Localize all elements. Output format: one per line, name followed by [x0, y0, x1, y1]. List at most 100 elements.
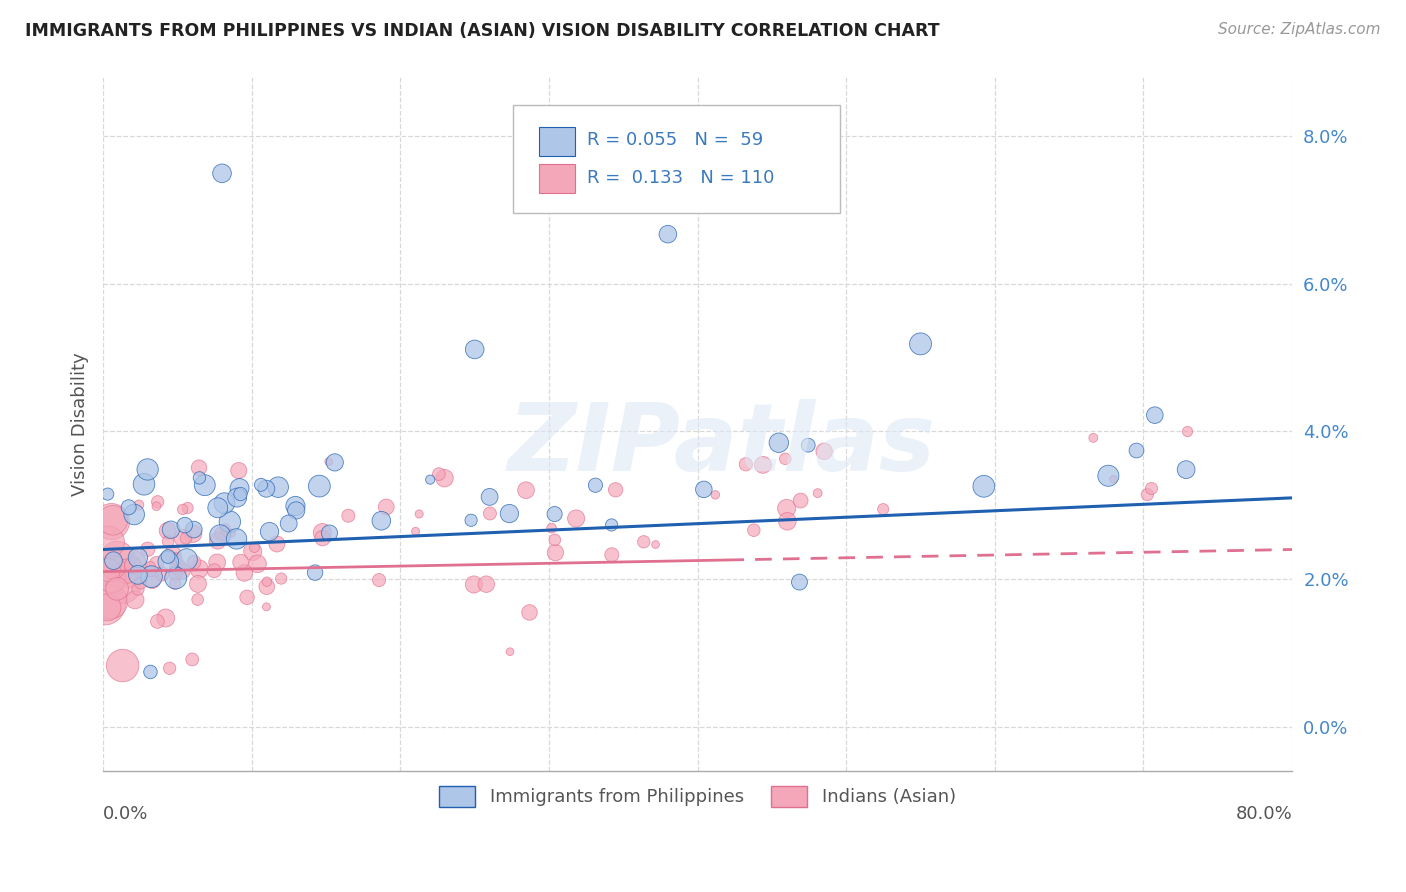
Point — [122, 508, 145, 522]
Point — [209, 528, 232, 542]
Point — [167, 560, 190, 574]
Text: 80.0%: 80.0% — [1236, 805, 1292, 823]
Point — [100, 515, 122, 529]
Point — [544, 533, 567, 547]
Point — [256, 574, 278, 589]
Point — [139, 564, 162, 578]
Point — [188, 562, 211, 576]
Point — [807, 486, 830, 500]
Point — [284, 499, 307, 513]
Point — [183, 523, 205, 537]
Point — [181, 526, 204, 541]
Legend: Immigrants from Philippines, Indians (Asian): Immigrants from Philippines, Indians (As… — [432, 779, 963, 814]
Point — [1125, 443, 1147, 458]
Point — [311, 525, 333, 540]
Point — [375, 500, 398, 514]
Point — [103, 554, 125, 568]
Point — [187, 577, 209, 591]
Point — [813, 444, 835, 458]
Text: 0.0%: 0.0% — [103, 805, 149, 823]
Point — [165, 567, 187, 582]
Point — [475, 577, 498, 591]
Point — [243, 541, 266, 555]
Point — [136, 462, 159, 476]
Point — [162, 547, 184, 561]
Point — [775, 501, 797, 516]
Point — [98, 595, 121, 609]
Point — [478, 507, 501, 521]
Point — [256, 580, 278, 594]
Point — [267, 480, 290, 494]
Point — [236, 591, 259, 605]
Point — [686, 195, 709, 210]
Point — [768, 435, 790, 450]
Point — [478, 490, 501, 504]
Point — [600, 548, 623, 562]
Point — [211, 166, 233, 180]
Point — [519, 606, 541, 620]
Point — [657, 227, 679, 242]
Point — [1175, 463, 1198, 477]
Point — [605, 483, 627, 497]
Point — [544, 546, 567, 560]
Point — [128, 498, 150, 512]
Point — [254, 599, 277, 614]
Point — [172, 531, 194, 545]
Point — [146, 615, 169, 629]
Point — [600, 517, 623, 532]
Point — [160, 523, 183, 537]
Point — [194, 478, 217, 492]
Point — [408, 507, 430, 521]
Point — [370, 514, 392, 528]
Point — [1177, 425, 1199, 439]
Point — [797, 438, 820, 452]
Point — [217, 525, 239, 540]
Point — [337, 508, 360, 523]
Point — [176, 500, 198, 515]
Point — [187, 592, 209, 607]
Point — [644, 537, 666, 551]
Point — [427, 467, 450, 481]
Point — [127, 550, 149, 565]
Point — [308, 479, 330, 493]
Point — [270, 572, 292, 586]
Point — [419, 473, 441, 487]
Point — [368, 573, 391, 587]
Point — [789, 493, 811, 508]
Point — [207, 500, 229, 515]
Point — [259, 524, 281, 539]
Point — [318, 526, 340, 541]
Point — [1083, 431, 1105, 445]
Point — [127, 567, 149, 582]
FancyBboxPatch shape — [540, 127, 575, 156]
Point — [1140, 482, 1163, 496]
Point — [433, 471, 456, 485]
Point — [145, 557, 167, 571]
Point — [540, 521, 562, 535]
Point — [127, 582, 149, 596]
Point — [124, 592, 146, 607]
Point — [776, 514, 799, 528]
Point — [742, 523, 765, 537]
Point — [157, 555, 180, 569]
Point — [498, 507, 520, 521]
Point — [1143, 408, 1166, 422]
Point — [242, 544, 264, 558]
Point — [233, 566, 256, 580]
Point — [165, 571, 187, 585]
Point — [173, 518, 195, 533]
Point — [277, 516, 299, 531]
Point — [112, 578, 135, 592]
Point — [188, 471, 211, 485]
Point — [229, 487, 252, 501]
Point — [214, 496, 236, 510]
Point — [101, 572, 124, 586]
Point — [633, 534, 655, 549]
Point — [136, 542, 159, 557]
Point — [188, 460, 211, 475]
Point — [1102, 472, 1125, 486]
Point — [174, 531, 197, 545]
Point — [499, 645, 522, 659]
Point — [132, 477, 155, 491]
Point — [229, 555, 252, 569]
